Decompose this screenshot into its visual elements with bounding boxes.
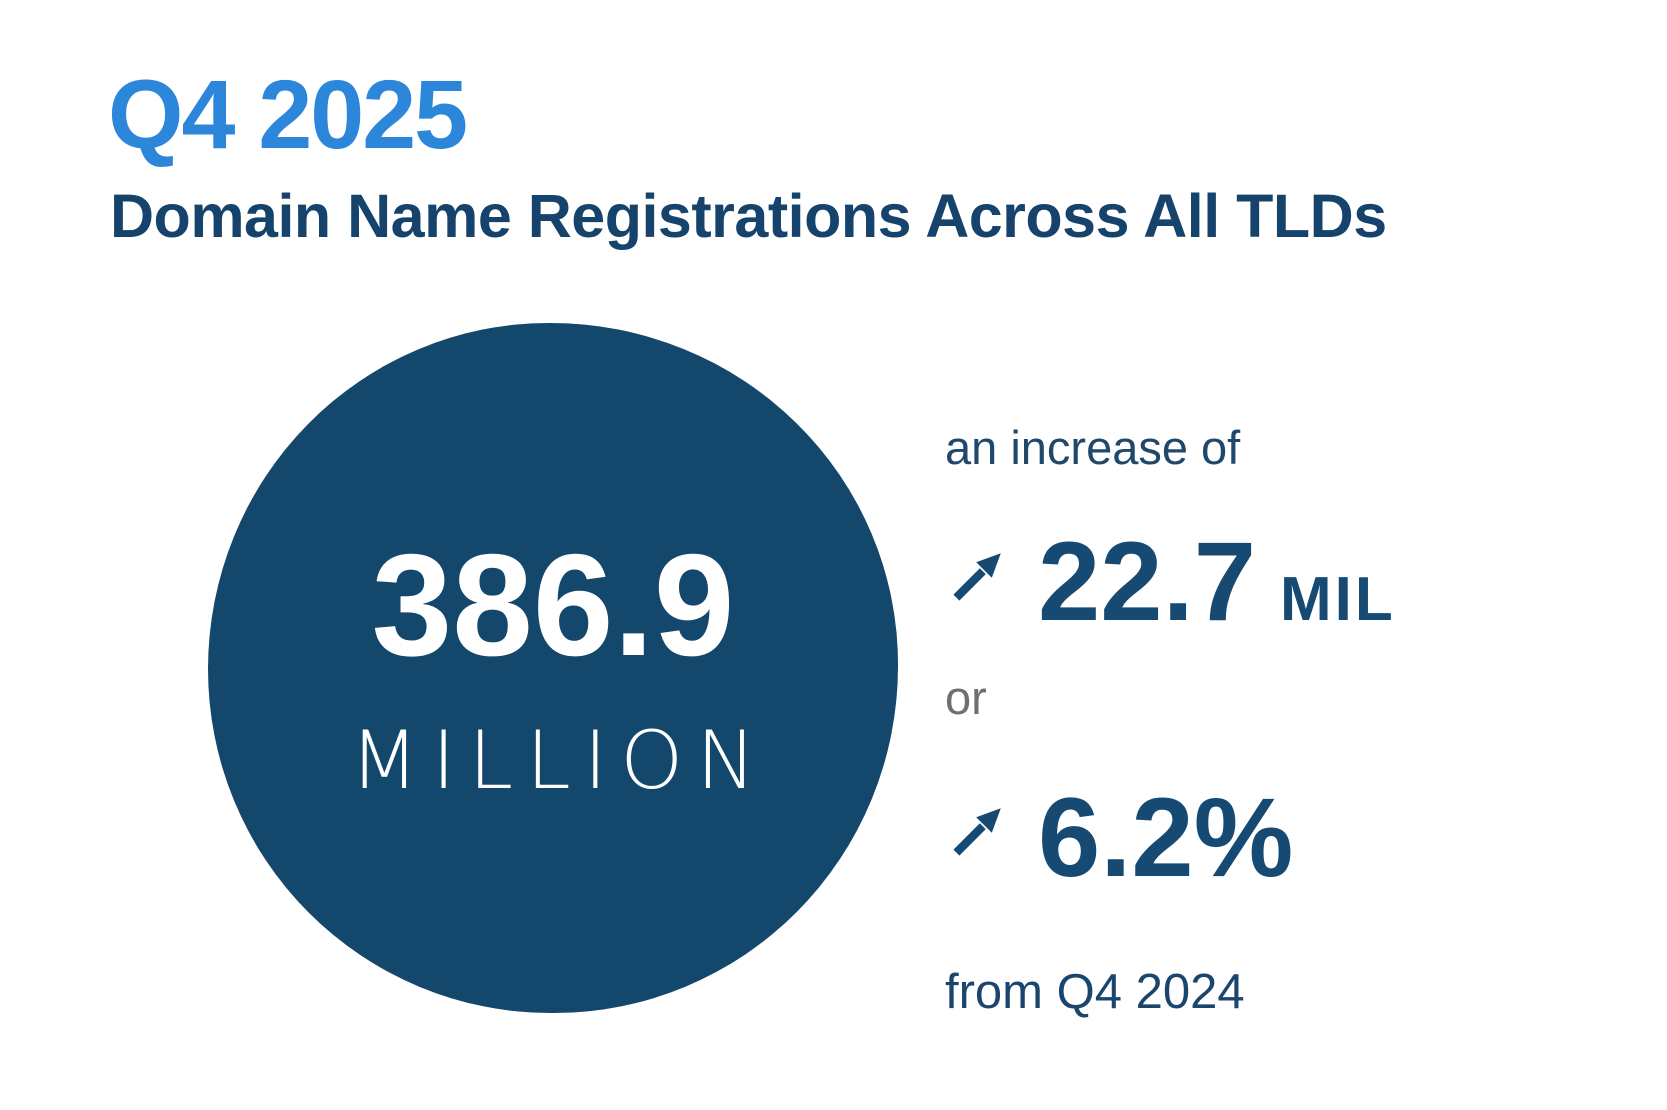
increase-amount-value: 22.7 xyxy=(1038,519,1256,644)
page-title: Domain Name Registrations Across All TLD… xyxy=(110,182,1387,250)
quarter-heading: Q4 2025 xyxy=(108,60,468,169)
total-registrations-unit: MILLION xyxy=(349,714,770,807)
total-registrations-value: 386.9 xyxy=(371,524,735,686)
increase-percent-value: 6.2% xyxy=(1038,775,1294,900)
total-registrations-circle: 386.9 MILLION xyxy=(208,323,898,1013)
increase-amount-unit: MIL xyxy=(1279,565,1396,634)
trend-up-arrow-icon xyxy=(953,553,1001,601)
comparison-label: from Q4 2024 xyxy=(945,965,1245,1019)
increase-amount-row: 22.7 MIL xyxy=(1038,526,1396,638)
conjunction-label: or xyxy=(945,671,987,724)
increase-percent-row: 6.2% xyxy=(1038,782,1293,894)
trend-up-arrow-icon xyxy=(953,808,1001,856)
increase-intro-label: an increase of xyxy=(945,421,1241,474)
